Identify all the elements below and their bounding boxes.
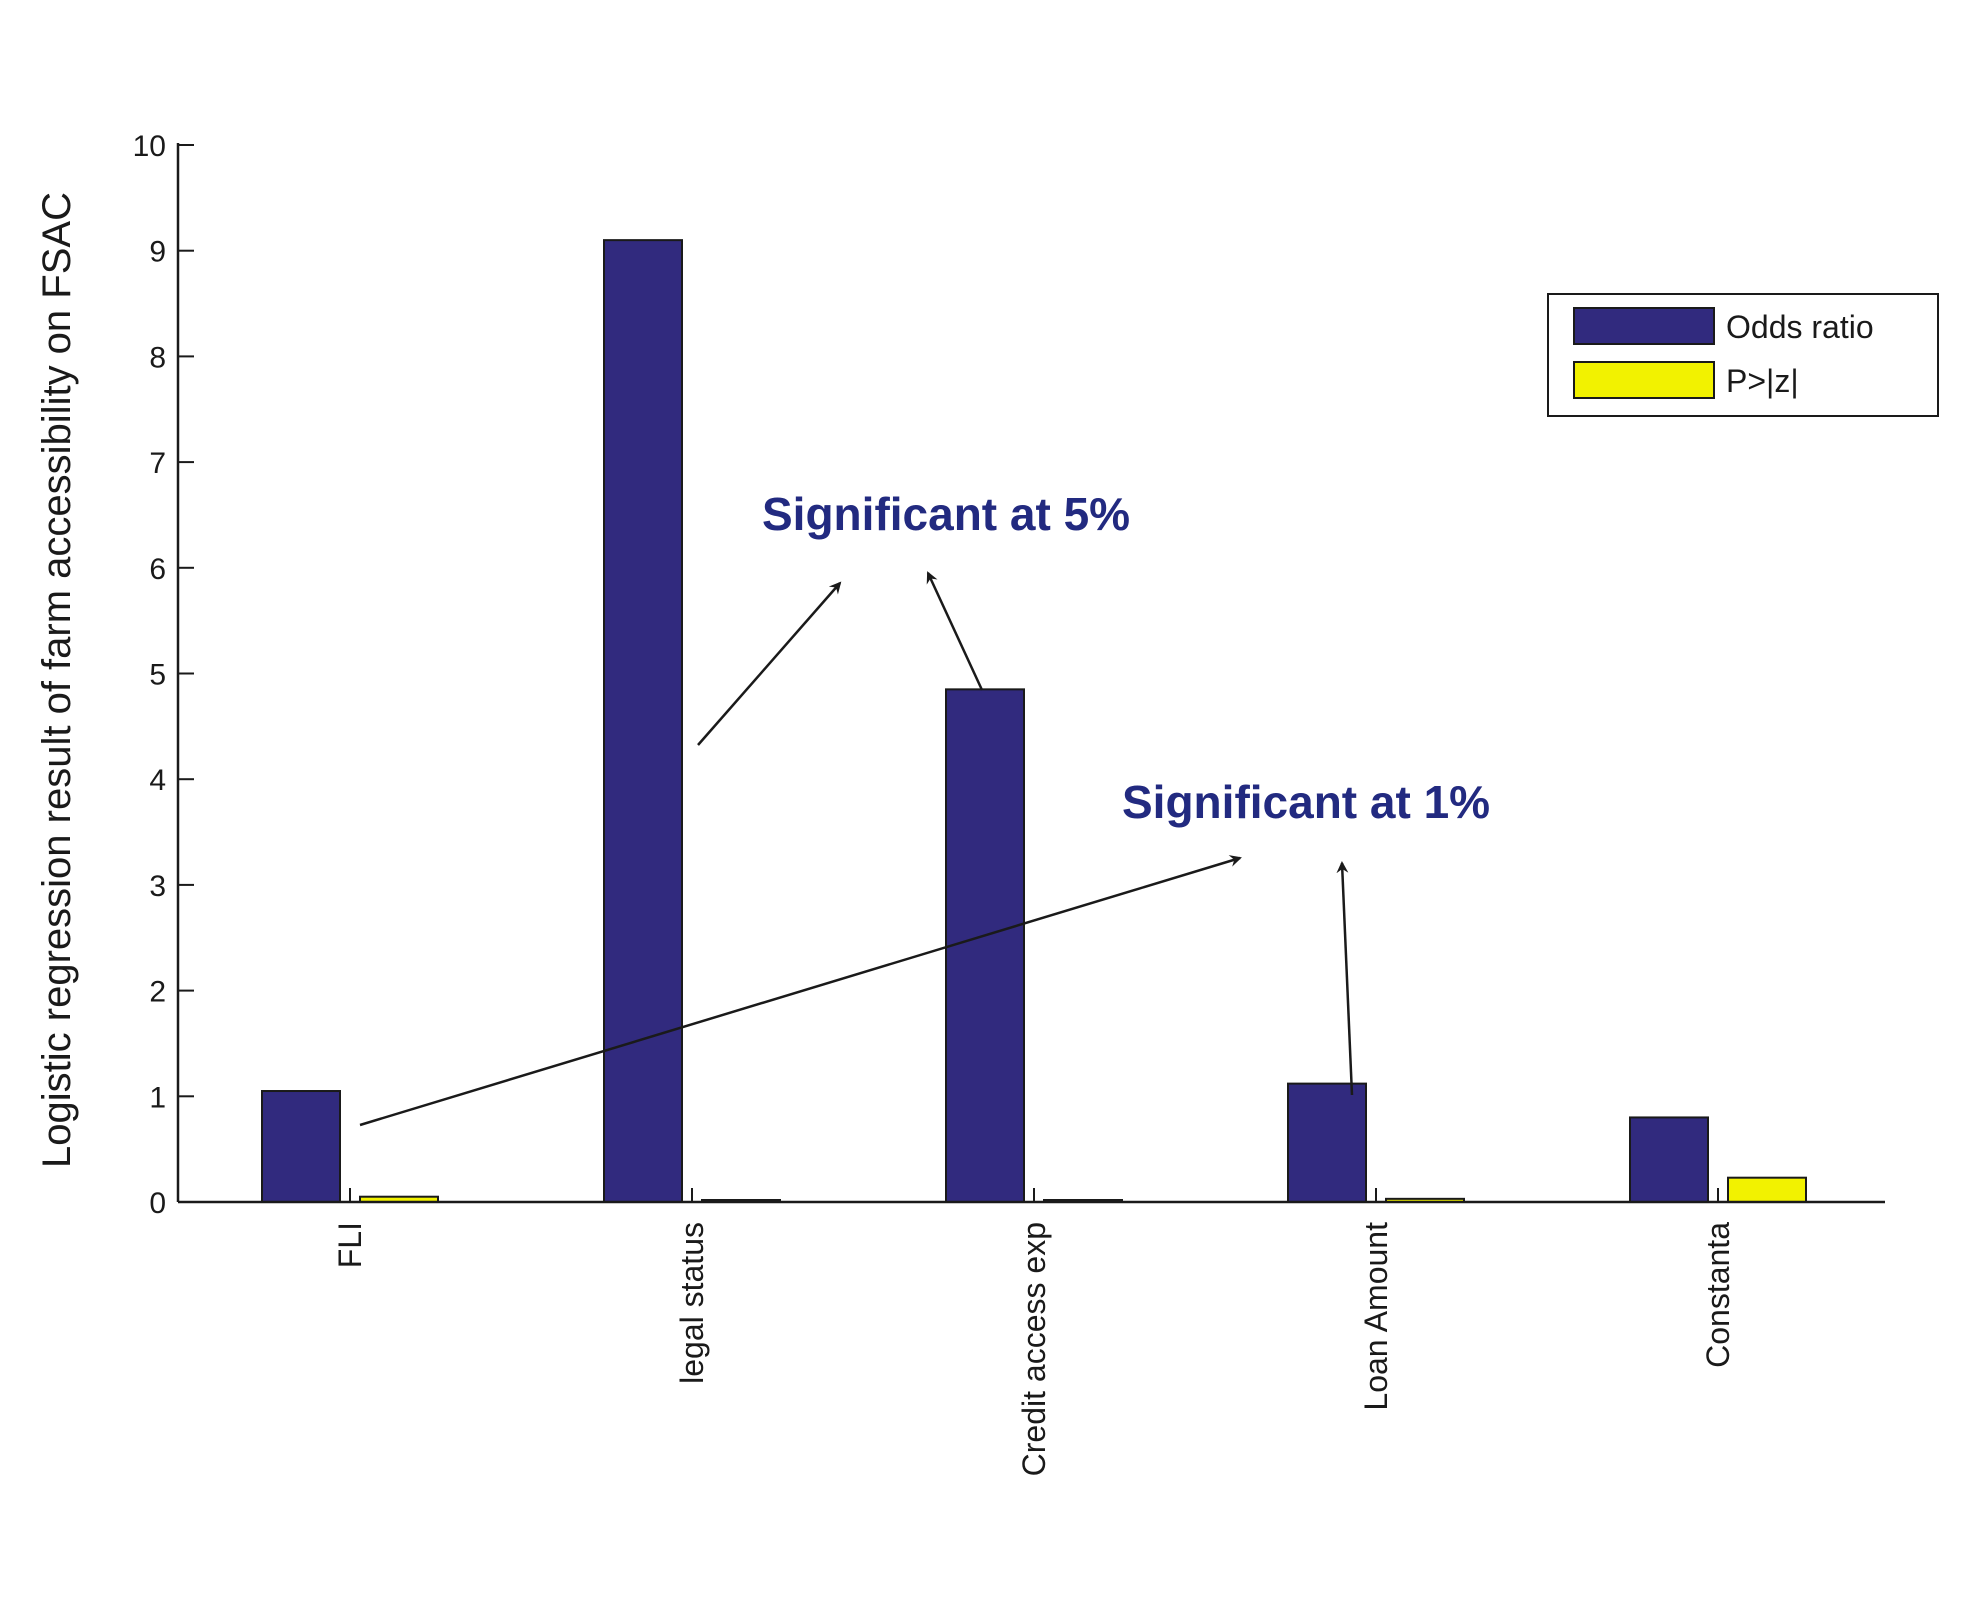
- bar-p-value-4: [1727, 1176, 1807, 1203]
- arrow-legal-status-to-5: [697, 581, 842, 746]
- x-category-label-0: FLI: [332, 1222, 368, 1268]
- y-tick-label-5: 5: [149, 659, 166, 692]
- arrow-loan-to-1: [1336, 861, 1354, 1096]
- y-tick-label-3: 3: [149, 870, 166, 903]
- y-tick-label-9: 9: [149, 236, 166, 269]
- bar-odds-ratio-0: [261, 1090, 341, 1204]
- category-labels-group: FLI legal status Credit access exp Loan Amo…: [332, 1188, 1736, 1476]
- bar-odds-ratio-3: [1287, 1082, 1367, 1203]
- y-tick-label-1: 1: [149, 1081, 166, 1114]
- x-category-label-2: Credit access exp: [1016, 1222, 1052, 1476]
- legend-swatch-p-value: [1573, 361, 1715, 399]
- legend: Odds ratio P>|z|: [1547, 293, 1939, 417]
- legend-label-p-value: P>|z|: [1726, 363, 1799, 399]
- y-axis-label: Logistic regression result of farm acces…: [35, 192, 79, 1168]
- annotation-significant-1: Significant at 1%: [1122, 776, 1490, 828]
- legend-label-odds-ratio: Odds ratio: [1726, 309, 1874, 345]
- y-tick-label-6: 6: [149, 553, 166, 586]
- y-tick-label-4: 4: [149, 764, 166, 797]
- annotation-significant-5: Significant at 5%: [762, 488, 1130, 540]
- legend-swatch-odds-ratio: [1573, 307, 1715, 345]
- y-tick-label-8: 8: [149, 341, 166, 374]
- bars-group: [261, 239, 1807, 1204]
- bar-odds-ratio-2: [945, 688, 1025, 1203]
- y-tick-label-7: 7: [149, 447, 166, 480]
- y-axis-label-group: Logistic regression result of farm acces…: [35, 192, 79, 1168]
- arrow-fli-to-1: [359, 855, 1242, 1127]
- y-tick-label-0: 0: [149, 1187, 166, 1220]
- bar-odds-ratio-1: [603, 239, 683, 1203]
- annotations-group: Significant at 5% Significant at 1%: [359, 488, 1490, 1127]
- y-tick-label-2: 2: [149, 976, 166, 1009]
- bar-odds-ratio-4: [1629, 1116, 1709, 1203]
- ticks-group: 0 1 2 3 4 5 6 7 8 9 10: [133, 130, 194, 1220]
- x-category-label-3: Loan Amount: [1358, 1222, 1394, 1411]
- x-category-label-4: Constanta: [1700, 1222, 1736, 1368]
- arrow-credit-to-5: [926, 571, 984, 691]
- y-tick-label-10: 10: [133, 130, 166, 163]
- x-category-label-1: legal status: [674, 1222, 710, 1384]
